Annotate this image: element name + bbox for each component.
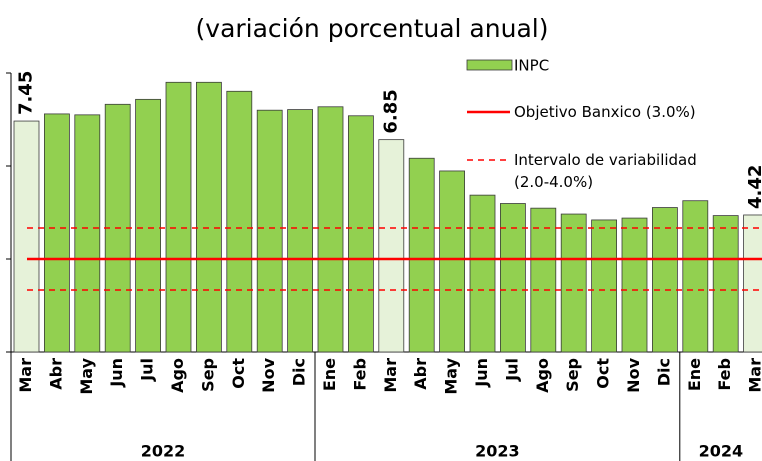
bar [712,215,739,353]
legend-label: Intervalo de variabilidad (2.0-4.0%) [514,151,697,191]
legend-swatch [466,59,513,71]
x-tick-label: Ene [685,358,704,391]
x-tick-label: Abr [46,358,65,390]
bar [408,157,435,353]
group-label: 2022 [141,442,186,461]
bar [165,81,192,353]
x-tick-label: Dic [654,358,673,386]
bar [439,170,466,353]
bar [44,113,70,353]
x-tick-label: Ago [533,358,552,393]
data-label: 7.45 [16,71,37,115]
x-tick-label: Oct [594,358,613,389]
x-tick-label: Jul [502,358,521,382]
x-tick-label: Abr [411,358,430,390]
x-tick-label: Jun [472,358,491,388]
data-label: 4.42 [745,165,762,209]
bar [13,120,40,353]
bar [256,109,283,353]
group-label: 2024 [699,442,744,461]
x-tick-label: Mar [16,358,35,393]
x-tick-label: Dic [290,358,309,386]
legend-box: Intervalo de variabilidad (2.0-4.0%) [514,151,697,191]
bar [530,207,557,353]
bar [378,139,405,353]
data-label: 6.85 [380,89,401,133]
x-tick-label: Feb [715,358,734,391]
bar [226,90,253,353]
x-tick-label: Mar [381,358,400,393]
bar [195,81,222,353]
x-tick-label: Nov [259,357,278,392]
x-tick-label: Nov [624,357,643,392]
x-tick-label: Mar [746,358,762,393]
bar [621,217,648,353]
bar [317,106,344,353]
x-tick-label: Jun [107,358,126,388]
x-tick-label: Sep [563,358,582,392]
x-tick-label: May [442,357,461,394]
bar [652,207,678,353]
x-tick-label: Jul [138,358,157,382]
bar [469,194,496,353]
bar [347,115,374,353]
bar [591,219,617,353]
bar [743,214,762,353]
x-tick-label: Feb [350,358,369,391]
bar [74,114,101,353]
x-tick-label: Sep [198,358,217,392]
bar [499,203,526,353]
legend-label: INPC [514,57,549,75]
x-tick-label: Oct [229,358,248,389]
legend-box: Objetivo Banxico (3.0%) [514,103,696,121]
x-tick-label: Ene [320,358,339,391]
legend-label: Objetivo Banxico (3.0%) [514,103,696,121]
bar [287,109,314,353]
bar [682,200,709,353]
x-tick-label: Ago [168,358,187,393]
group-label: 2023 [475,442,520,461]
bar [560,213,587,353]
chart-title: (variación porcentual anual) [196,14,549,43]
bar [135,98,162,353]
x-tick-label: May [77,357,96,394]
